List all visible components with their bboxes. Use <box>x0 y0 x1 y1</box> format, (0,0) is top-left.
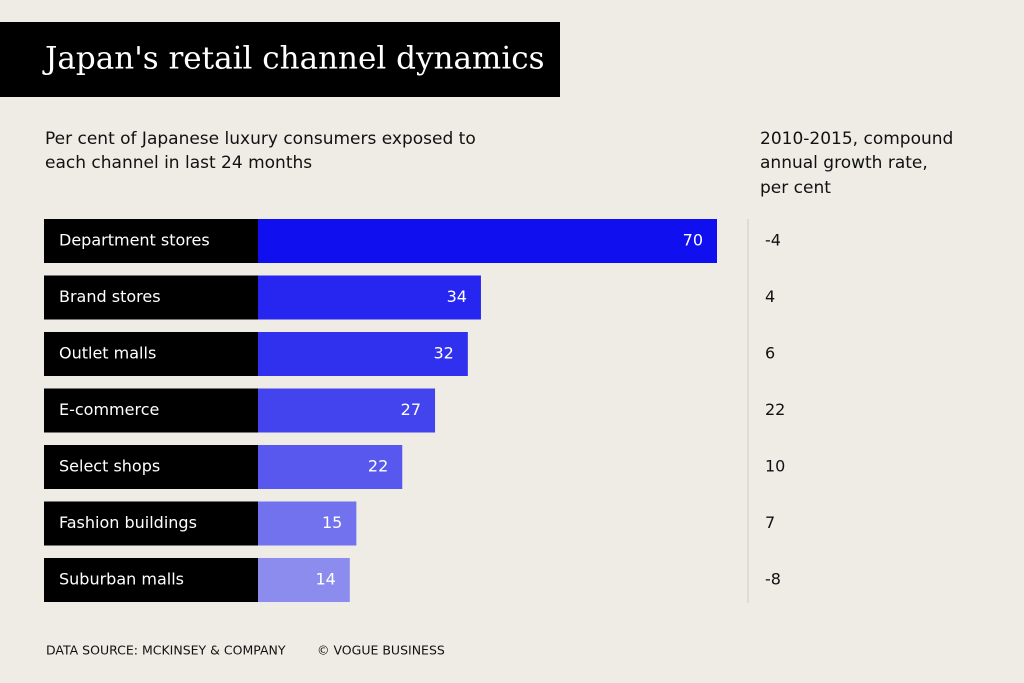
value-label: 70 <box>683 231 703 250</box>
category-label: Suburban malls <box>59 570 184 589</box>
subtitle: Per cent of Japanese luxury consumers ex… <box>45 129 476 149</box>
value-label: 14 <box>315 570 335 589</box>
bar <box>258 332 468 376</box>
category-label: Brand stores <box>59 287 161 306</box>
label-box <box>44 219 258 263</box>
growth-value: -8 <box>765 570 781 589</box>
value-label: 32 <box>433 344 453 363</box>
chart-title: Japan's retail channel dynamics <box>42 41 545 77</box>
label-box <box>44 388 258 433</box>
growth-value: -4 <box>765 231 781 250</box>
label-box <box>44 445 258 489</box>
value-label: 22 <box>368 457 388 476</box>
bar <box>258 219 717 263</box>
category-label: Outlet malls <box>59 344 156 363</box>
bar <box>258 558 350 602</box>
growth-header: per cent <box>760 178 831 198</box>
label-box <box>44 332 258 376</box>
growth-value: 7 <box>765 513 775 532</box>
title-box <box>0 22 560 97</box>
source: DATA SOURCE: MCKINSEY & COMPANY <box>46 643 286 658</box>
label-box <box>44 558 258 602</box>
growth-value: 6 <box>765 344 775 363</box>
value-label: 34 <box>447 287 467 306</box>
label-box <box>44 275 258 320</box>
growth-header: annual growth rate, <box>760 153 928 173</box>
bar <box>258 445 403 489</box>
growth-value: 4 <box>765 287 775 306</box>
subtitle: each channel in last 24 months <box>45 153 312 173</box>
growth-value: 22 <box>765 400 785 419</box>
category-label: Department stores <box>59 231 210 250</box>
growth-value: 10 <box>765 457 785 476</box>
bar <box>258 275 481 320</box>
growth-header: 2010-2015, compound <box>760 129 953 149</box>
bar <box>258 501 357 546</box>
label-box <box>44 501 258 546</box>
category-label: Fashion buildings <box>59 513 197 532</box>
value-label: 27 <box>401 400 421 419</box>
value-label: 15 <box>322 513 342 532</box>
credit: © VOGUE BUSINESS <box>317 643 445 658</box>
category-label: E-commerce <box>59 400 159 419</box>
category-label: Select shops <box>59 457 160 476</box>
bar <box>258 388 436 433</box>
